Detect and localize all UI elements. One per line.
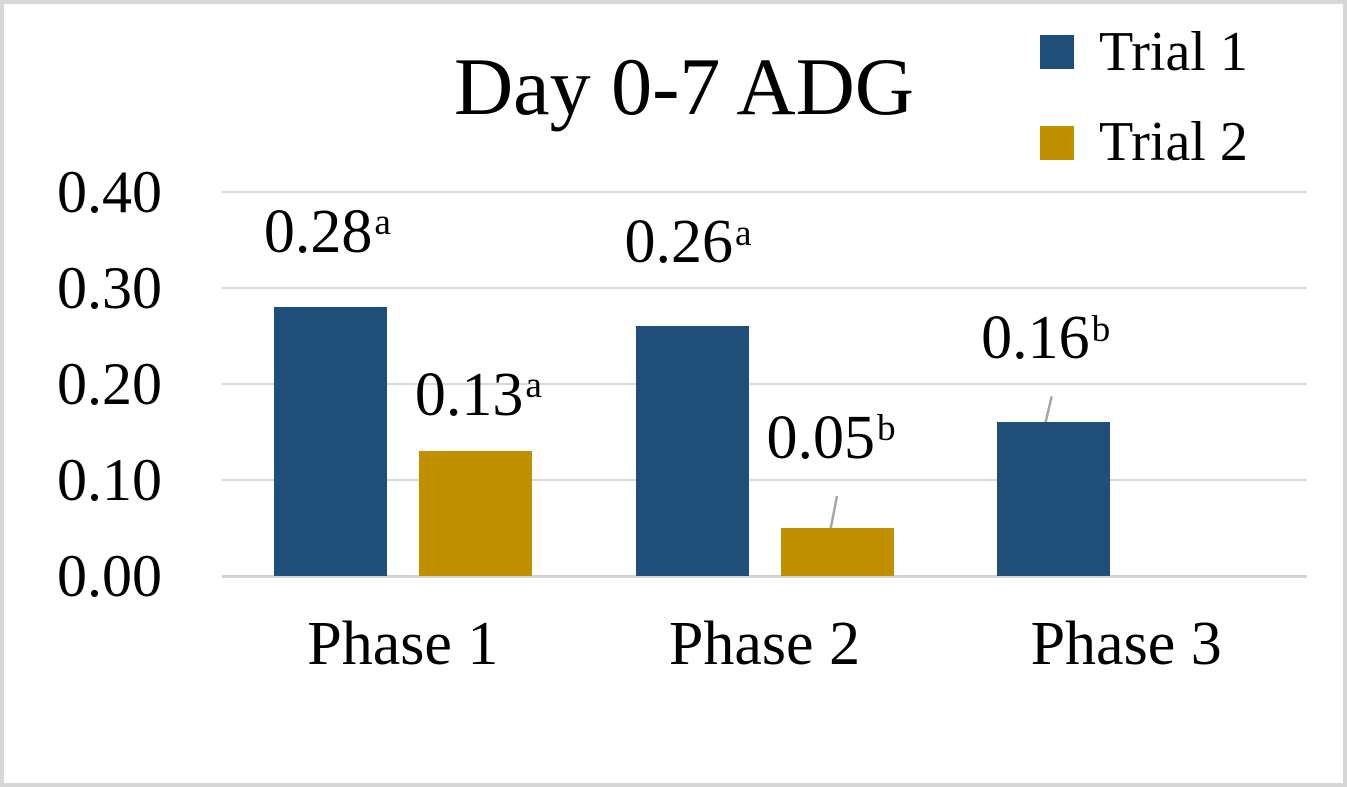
gridline bbox=[222, 191, 1307, 193]
gridline bbox=[222, 479, 1307, 481]
y-tick-label: 0.00 bbox=[57, 543, 162, 609]
bar-trial-2-phase-2 bbox=[780, 528, 894, 576]
leader-line bbox=[828, 495, 839, 533]
category-label: Phase 3 bbox=[1030, 610, 1222, 678]
y-tick-label: 0.10 bbox=[57, 447, 162, 513]
data-label: 0.16b bbox=[981, 304, 1111, 373]
category-label: Phase 1 bbox=[307, 610, 499, 678]
legend-label-trial-2: Trial 2 bbox=[1099, 111, 1248, 174]
chart-title: Day 0-7 ADG bbox=[453, 41, 915, 132]
bar-trial-1-phase-2 bbox=[635, 326, 749, 576]
legend-swatch-trial-2-icon bbox=[1040, 125, 1074, 160]
y-tick-label: 0.20 bbox=[57, 351, 162, 417]
y-tick-label: 0.40 bbox=[57, 159, 162, 225]
y-tick-label: 0.30 bbox=[57, 255, 162, 321]
legend-label-trial-1: Trial 1 bbox=[1099, 21, 1248, 83]
x-axis-line bbox=[222, 575, 1307, 578]
data-label: 0.26a bbox=[624, 208, 752, 277]
legend-swatch-trial-1-icon bbox=[1040, 35, 1074, 70]
category-label: Phase 2 bbox=[668, 610, 861, 678]
bar-trial-2-phase-1 bbox=[418, 451, 532, 576]
legend: Trial 1 Trial 2 bbox=[1040, 20, 1248, 175]
legend-item-trial-1: Trial 1 bbox=[1040, 20, 1248, 84]
data-label: 0.28a bbox=[263, 198, 391, 267]
gridline bbox=[222, 287, 1307, 289]
data-label: 0.13a bbox=[414, 361, 542, 430]
bar-trial-1-phase-1 bbox=[273, 307, 387, 576]
gridline bbox=[222, 383, 1307, 385]
legend-item-trial-2: Trial 2 bbox=[1040, 110, 1248, 174]
data-label: 0.05b bbox=[766, 404, 896, 472]
bar-trial-1-phase-3 bbox=[997, 422, 1111, 576]
